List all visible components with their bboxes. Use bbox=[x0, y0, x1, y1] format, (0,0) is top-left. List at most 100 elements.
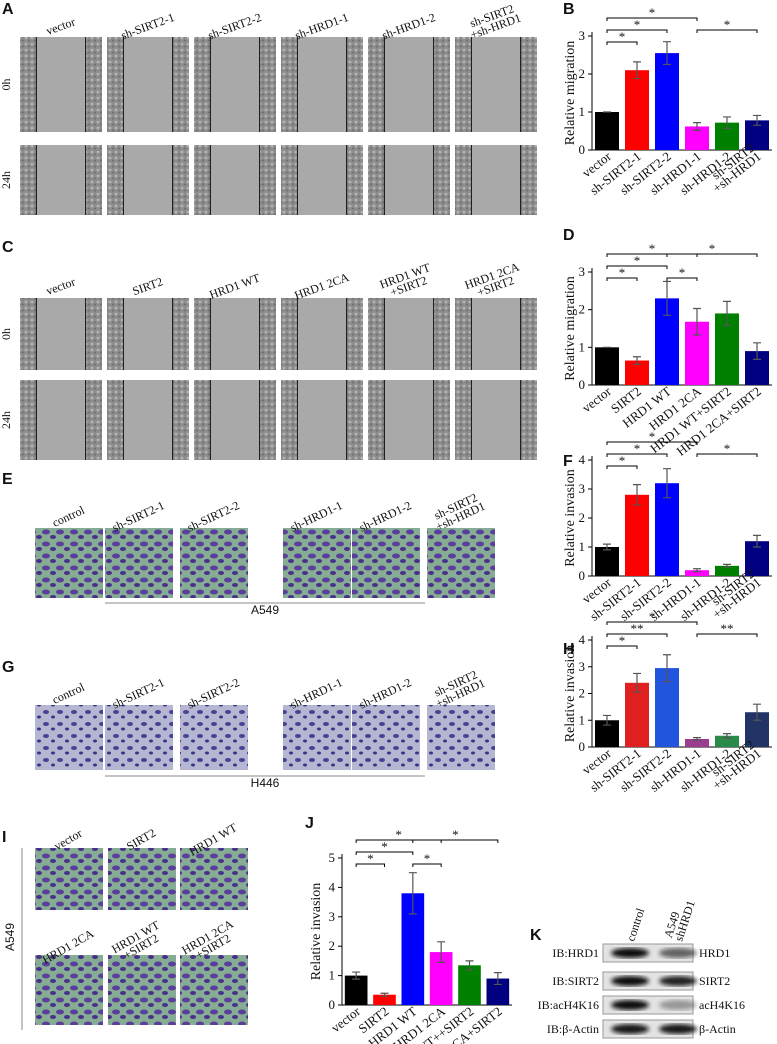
column-label: SIRT2 bbox=[131, 274, 165, 298]
significance-label: ** bbox=[721, 621, 734, 636]
wound-gap bbox=[210, 380, 260, 460]
protein-label: SIRT2 bbox=[699, 974, 730, 988]
bar bbox=[625, 70, 649, 150]
panel-letter: K bbox=[530, 927, 542, 944]
error-bar bbox=[603, 543, 611, 551]
blot-band bbox=[659, 948, 697, 958]
micrograph bbox=[180, 955, 248, 1025]
error-bar bbox=[753, 703, 761, 721]
wound-gap bbox=[36, 37, 86, 132]
significance-bracket bbox=[606, 465, 638, 469]
y-tick-label: 0 bbox=[329, 997, 336, 1012]
wound-gap bbox=[471, 37, 521, 132]
bar bbox=[715, 565, 739, 576]
antibody-label: IB:acH4K16 bbox=[538, 998, 599, 1012]
y-tick-label: 4 bbox=[579, 632, 586, 647]
significance-label: * bbox=[452, 827, 459, 842]
column-label: sh-SIRT2+sh-HRD1 bbox=[429, 666, 487, 711]
y-axis-label: Relative invasion bbox=[309, 883, 324, 981]
y-tick-label: 3 bbox=[579, 28, 586, 43]
y-tick-label: 1 bbox=[579, 339, 586, 354]
error-bar bbox=[633, 484, 641, 506]
y-tick-label: 2 bbox=[579, 510, 586, 525]
y-axis-label: Relative invasion bbox=[563, 469, 578, 567]
panel-letter: I bbox=[2, 829, 6, 846]
micrograph bbox=[283, 528, 351, 598]
blot-band bbox=[659, 1000, 697, 1010]
significance-bracket bbox=[606, 277, 638, 281]
y-tick-label: 0 bbox=[579, 142, 586, 157]
error-bar bbox=[753, 114, 761, 126]
significance-label: ** bbox=[631, 621, 644, 636]
row-label: 24h bbox=[0, 411, 13, 429]
error-bar bbox=[408, 872, 417, 915]
bar bbox=[685, 738, 709, 747]
error-bar bbox=[493, 972, 502, 986]
blot-band bbox=[611, 1000, 649, 1010]
y-tick-label: 1 bbox=[579, 712, 586, 727]
error-bar bbox=[753, 342, 761, 360]
bar bbox=[655, 53, 679, 150]
micrograph bbox=[105, 528, 173, 598]
panel-letter: C bbox=[2, 239, 14, 256]
significance-bracket bbox=[666, 277, 698, 281]
significance-label: * bbox=[649, 241, 656, 256]
significance-bracket bbox=[355, 863, 385, 867]
error-bar bbox=[663, 468, 671, 499]
bar bbox=[715, 735, 739, 747]
significance-bracket bbox=[606, 29, 668, 33]
significance-label: * bbox=[724, 17, 731, 32]
y-tick-label: 0 bbox=[579, 568, 586, 583]
bar bbox=[458, 965, 481, 1005]
error-bar bbox=[437, 941, 446, 963]
panel-letter: F bbox=[563, 453, 573, 470]
y-tick-label: 2 bbox=[579, 302, 586, 317]
wound-gap bbox=[297, 145, 347, 215]
significance-bracket bbox=[606, 253, 698, 257]
significance-label: * bbox=[619, 29, 626, 44]
bar bbox=[595, 547, 619, 576]
blot-band bbox=[659, 1024, 697, 1034]
panel-letter: H bbox=[563, 641, 575, 658]
antibody-label: IB:β-Actin bbox=[547, 1022, 599, 1036]
error-bar bbox=[723, 300, 731, 327]
significance-label: * bbox=[424, 851, 431, 866]
column-label: control bbox=[50, 680, 87, 707]
error-bar bbox=[633, 61, 641, 80]
significance-bracket bbox=[606, 41, 638, 45]
micrograph bbox=[35, 705, 103, 770]
wound-gap bbox=[297, 298, 347, 370]
significance-bracket bbox=[606, 453, 668, 457]
significance-label: * bbox=[395, 827, 402, 842]
significance-label: * bbox=[634, 17, 641, 32]
significance-bracket bbox=[412, 863, 442, 867]
significance-label: * bbox=[649, 609, 656, 624]
significance-bracket bbox=[606, 645, 638, 649]
micrograph bbox=[108, 955, 176, 1025]
significance-bracket bbox=[606, 633, 668, 637]
bar bbox=[625, 682, 649, 747]
bar bbox=[373, 994, 396, 1005]
error-bar bbox=[693, 122, 701, 131]
panel-letter: E bbox=[2, 471, 13, 488]
significance-label: * bbox=[724, 441, 731, 456]
significance-bracket bbox=[355, 839, 442, 843]
y-tick-label: 2 bbox=[329, 938, 336, 953]
caption: A549 bbox=[251, 603, 279, 617]
panel-letter: B bbox=[563, 1, 575, 18]
column-label: HRD1 WT+SIRT2 bbox=[378, 260, 437, 302]
y-tick-label: 3 bbox=[579, 264, 586, 279]
y-axis-label: Relative invasion bbox=[563, 645, 578, 743]
wound-gap bbox=[123, 298, 173, 370]
y-axis-label: Relative migration bbox=[563, 41, 578, 146]
significance-label: * bbox=[709, 241, 716, 256]
significance-label: * bbox=[619, 633, 626, 648]
wound-gap bbox=[210, 145, 260, 215]
wound-gap bbox=[36, 380, 86, 460]
y-tick-label: 5 bbox=[329, 850, 336, 865]
error-bar bbox=[633, 356, 641, 365]
y-tick-label: 0 bbox=[579, 377, 586, 392]
bar bbox=[344, 975, 368, 1005]
micrograph bbox=[180, 705, 248, 770]
